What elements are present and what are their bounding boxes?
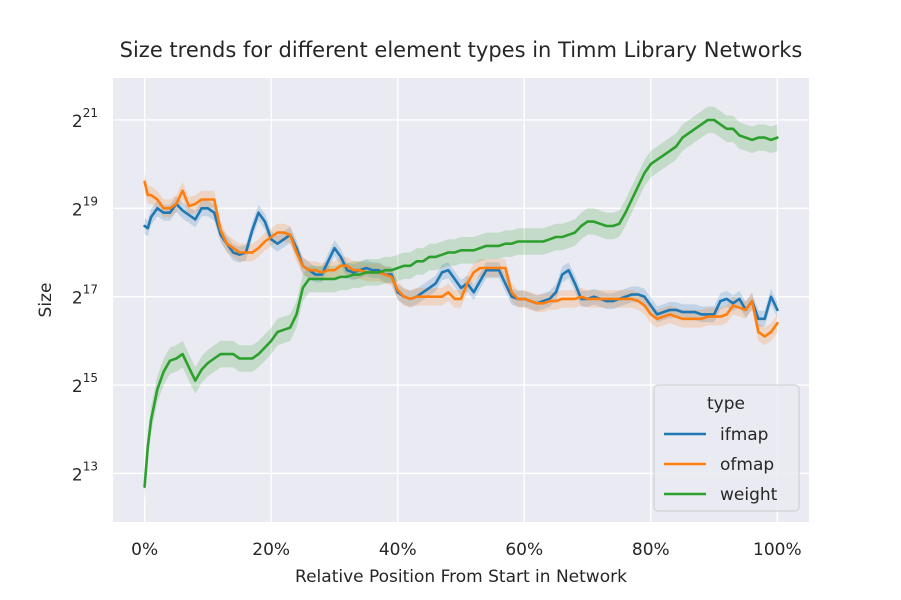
legend: type ifmap ofmap weight xyxy=(653,384,800,512)
band-ifmap xyxy=(144,196,778,327)
y-tick-label: 221 xyxy=(72,106,98,132)
x-tick-label: 20% xyxy=(252,540,290,560)
y-tick-label: 219 xyxy=(72,194,98,220)
y-tick-label: 215 xyxy=(72,371,98,397)
x-tick-label: 60% xyxy=(505,540,543,560)
x-axis-label: Relative Position From Start in Network xyxy=(295,567,627,587)
chart-title: Size trends for different element types … xyxy=(120,38,803,62)
x-tick-label: 0% xyxy=(131,540,158,560)
legend-label-weight: weight xyxy=(720,485,778,505)
legend-label-ofmap: ofmap xyxy=(720,455,774,475)
series-line-weight xyxy=(143,118,779,489)
x-tick-label: 100% xyxy=(753,540,802,560)
y-tick-label: 217 xyxy=(72,283,98,309)
band-ofmap xyxy=(144,173,778,346)
y-tick-labels: 213 215 217 219 221 xyxy=(72,106,98,485)
x-tick-label: 40% xyxy=(379,540,417,560)
x-tick-label: 80% xyxy=(632,540,670,560)
series-line-ofmap xyxy=(143,180,779,338)
confidence-bands xyxy=(144,106,778,500)
series-lines xyxy=(143,118,779,489)
legend-label-ifmap: ifmap xyxy=(720,425,768,445)
legend-title: type xyxy=(707,394,745,414)
y-tick-label: 213 xyxy=(72,459,98,485)
x-tick-labels: 0% 20% 40% 60% 80% 100% xyxy=(131,540,802,560)
legend-box xyxy=(653,384,800,512)
y-axis-label: Size xyxy=(36,283,56,318)
